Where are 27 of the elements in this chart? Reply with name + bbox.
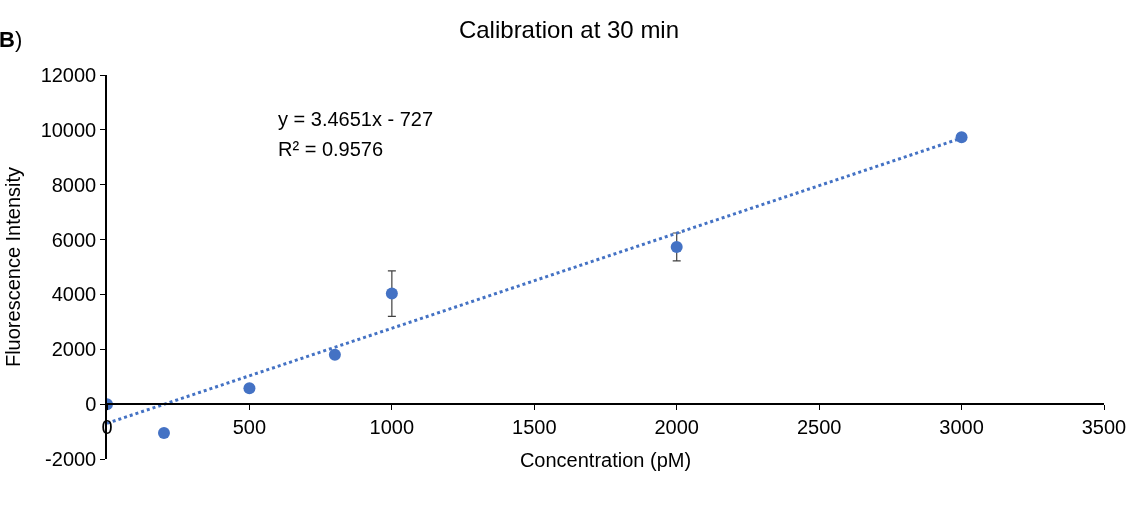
y-tick-label: 0 bbox=[85, 393, 97, 416]
y-tick-label: 6000 bbox=[51, 228, 97, 251]
y-tick-label: 12000 bbox=[40, 64, 97, 86]
y-tick-label: 4000 bbox=[51, 283, 97, 306]
point bbox=[157, 426, 170, 439]
y-tick-label: 2000 bbox=[51, 338, 97, 361]
point bbox=[385, 287, 398, 300]
x-tick-label: 1000 bbox=[369, 415, 415, 438]
y-tick-label: -2000 bbox=[45, 448, 97, 470]
point bbox=[955, 131, 968, 144]
point bbox=[243, 382, 256, 395]
x-tick-label: 2000 bbox=[654, 415, 699, 438]
text: B) bbox=[0, 27, 23, 52]
annotation: y = 3.4651x - 727 bbox=[278, 108, 434, 130]
y-axis-title: Fluorescence Intensity bbox=[1, 166, 24, 368]
y-tick-label: 8000 bbox=[51, 173, 97, 196]
annotation: R² = 0.9576 bbox=[278, 138, 384, 160]
x-tick-label: 1500 bbox=[512, 415, 557, 438]
x-tick-label: 2500 bbox=[796, 415, 842, 438]
y-tick-label: 10000 bbox=[40, 118, 97, 141]
x-tick-label: 3000 bbox=[939, 415, 984, 438]
chart-title: Calibration at 30 min bbox=[458, 15, 680, 43]
point bbox=[670, 240, 683, 253]
x-axis-title: Concentration (pM) bbox=[519, 448, 692, 471]
x-tick-label: 3500 bbox=[1081, 415, 1127, 438]
point bbox=[328, 348, 341, 361]
x-tick-label: 500 bbox=[232, 415, 267, 438]
